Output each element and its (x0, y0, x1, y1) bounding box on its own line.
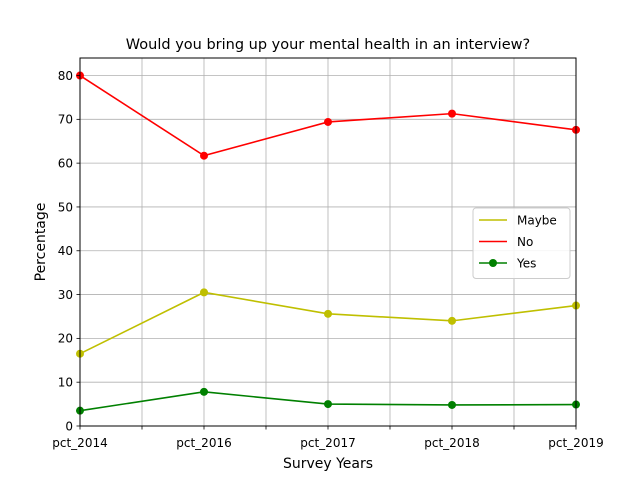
y-tick-label: 70 (58, 113, 73, 127)
x-tick-label: pct_2019 (548, 436, 603, 450)
data-point-yes (448, 400, 456, 409)
axis-ticks: 0 10 20 30 40 50 60 70 80 pct_2014 pct_2016 pct_201… (52, 69, 603, 450)
y-tick-label: 10 (58, 375, 73, 389)
y-tick-label: 40 (58, 244, 73, 258)
data-point-yes (324, 400, 332, 409)
y-tick-label: 80 (58, 69, 73, 83)
data-point-no (200, 151, 208, 160)
data-point-yes (200, 387, 208, 396)
data-point-maybe (448, 316, 456, 325)
chart-title: Would you bring up your mental health in… (126, 37, 530, 53)
x-axis-title: Survey Years (283, 456, 373, 472)
data-point-no (324, 117, 332, 126)
legend-label-no: No (517, 235, 533, 249)
y-tick-label: 20 (58, 332, 73, 346)
x-tick-label: pct_2014 (52, 436, 107, 450)
legend: Maybe No Yes (472, 207, 571, 279)
y-tick-label: 50 (58, 200, 73, 214)
legend-box (472, 207, 571, 279)
data-point-maybe (324, 309, 332, 318)
data-point-no (448, 109, 456, 118)
x-tick-label: pct_2018 (424, 436, 479, 450)
x-tick-label: pct_2016 (176, 436, 231, 450)
y-tick-label: 60 (58, 156, 73, 170)
series-group (76, 71, 580, 415)
y-axis-title: Percentage (33, 203, 49, 282)
x-tick-label: pct_2017 (300, 436, 355, 450)
legend-label-yes: Yes (516, 256, 536, 270)
y-tick-label: 30 (58, 288, 73, 302)
legend-label-maybe: Maybe (517, 213, 557, 227)
legend-marker-yes (489, 259, 497, 267)
y-tick-label: 0 (65, 419, 73, 433)
series-no (76, 71, 580, 160)
data-point-maybe (200, 288, 208, 297)
